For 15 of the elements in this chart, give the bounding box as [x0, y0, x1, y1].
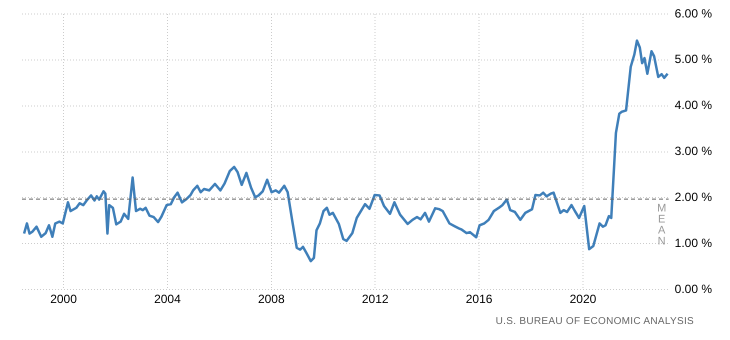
ref-line-label: MEAN	[657, 202, 666, 248]
y-tick-label: 2.00 %	[674, 190, 712, 204]
y-tick-label: 1.00 %	[674, 236, 712, 250]
y-tick-label: 5.00 %	[674, 52, 712, 66]
x-tick-label: 2012	[362, 292, 389, 306]
y-tick-label: 6.00 %	[674, 6, 712, 20]
text: U.S. BUREAU OF ECONOMIC ANALYSIS	[496, 316, 694, 327]
y-tick-label: 4.00 %	[674, 98, 712, 112]
y-tick-label: 3.00 %	[674, 144, 712, 158]
x-tick-label: 2004	[154, 292, 182, 306]
x-tick-label: 2016	[466, 292, 493, 306]
x-tick-label: 2020	[570, 292, 597, 306]
y-tick-label: 0.00 %	[674, 282, 712, 296]
x-tick-label: 2000	[50, 292, 78, 306]
x-tick-label: 2008	[258, 292, 285, 306]
